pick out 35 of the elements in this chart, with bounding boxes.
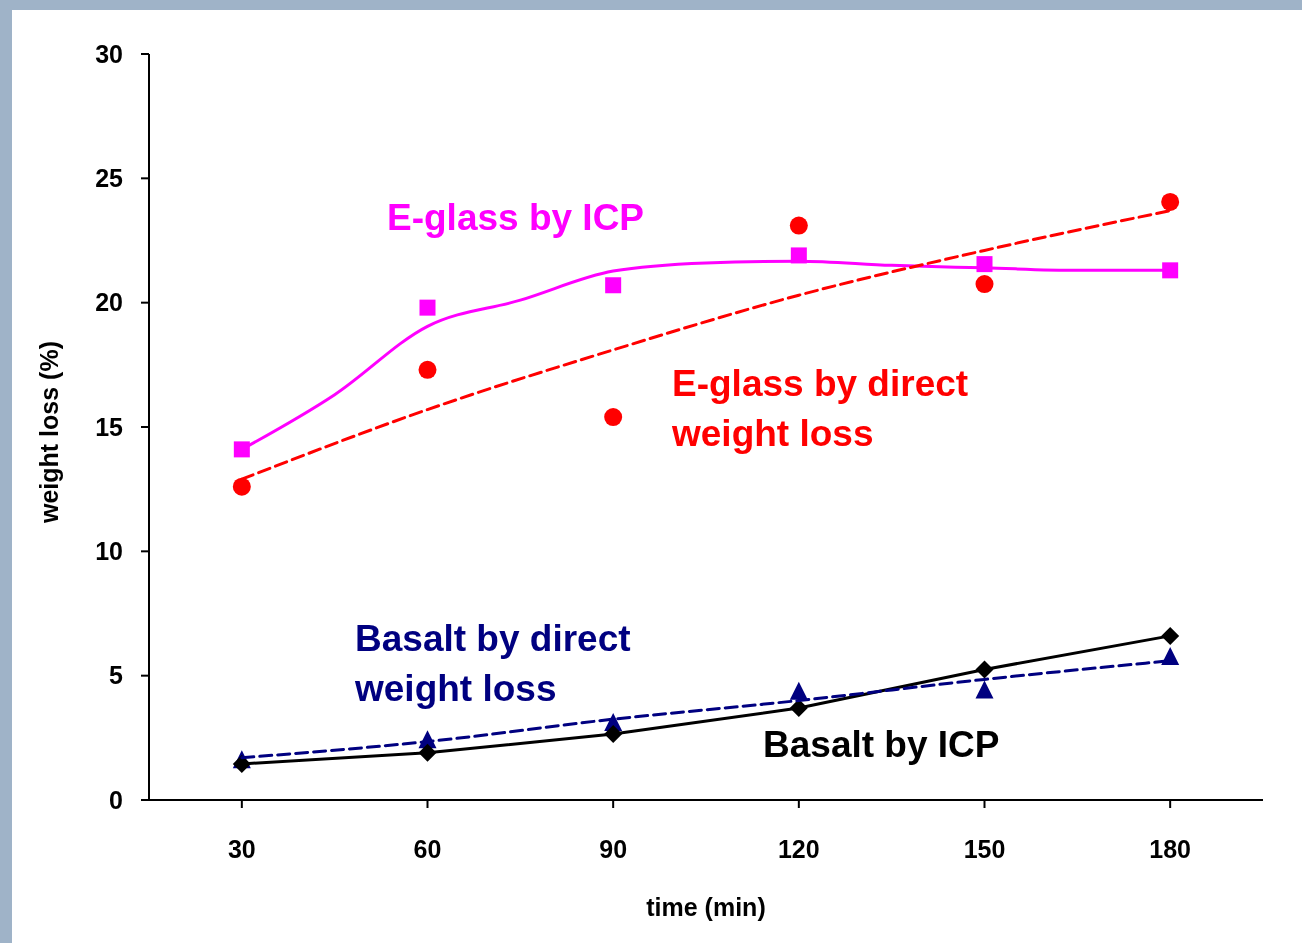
y-tick-label: 30 xyxy=(95,39,123,68)
y-tick-label: 10 xyxy=(95,537,123,566)
series-label: Basalt by ICP xyxy=(763,724,1000,765)
x-tick-label: 150 xyxy=(963,835,1006,863)
point xyxy=(1161,192,1180,211)
series-label: E-glass by direct weight loss xyxy=(671,363,969,454)
x-axis-title: time (min) xyxy=(646,893,766,921)
point xyxy=(605,277,622,294)
series-label: E-glass by ICP xyxy=(387,197,645,238)
series-label: Basalt by direct weight loss xyxy=(354,618,631,709)
point xyxy=(975,660,994,679)
x-tick-label: 180 xyxy=(1149,835,1192,863)
point xyxy=(975,275,994,294)
x-tick-label: 120 xyxy=(777,835,820,863)
y-tick-label: 0 xyxy=(109,785,123,814)
point xyxy=(975,680,994,699)
x-tick-label: 60 xyxy=(413,835,442,863)
point xyxy=(604,408,623,427)
point xyxy=(418,743,437,762)
x-tick-label: 30 xyxy=(227,835,256,863)
y-tick-label: 15 xyxy=(95,412,124,441)
point xyxy=(419,299,436,316)
point xyxy=(789,681,808,700)
y-axis-title: weight loss (%) xyxy=(35,341,63,524)
y-tick-label: 20 xyxy=(95,288,123,317)
y-tick-label: 25 xyxy=(95,164,124,193)
point xyxy=(232,477,251,496)
point xyxy=(1161,626,1180,645)
point xyxy=(418,360,437,379)
x-tick-label: 90 xyxy=(599,835,628,863)
y-tick-label: 5 xyxy=(109,661,124,690)
point xyxy=(232,754,251,773)
point xyxy=(1161,647,1180,666)
point xyxy=(604,725,623,744)
point xyxy=(789,216,808,235)
